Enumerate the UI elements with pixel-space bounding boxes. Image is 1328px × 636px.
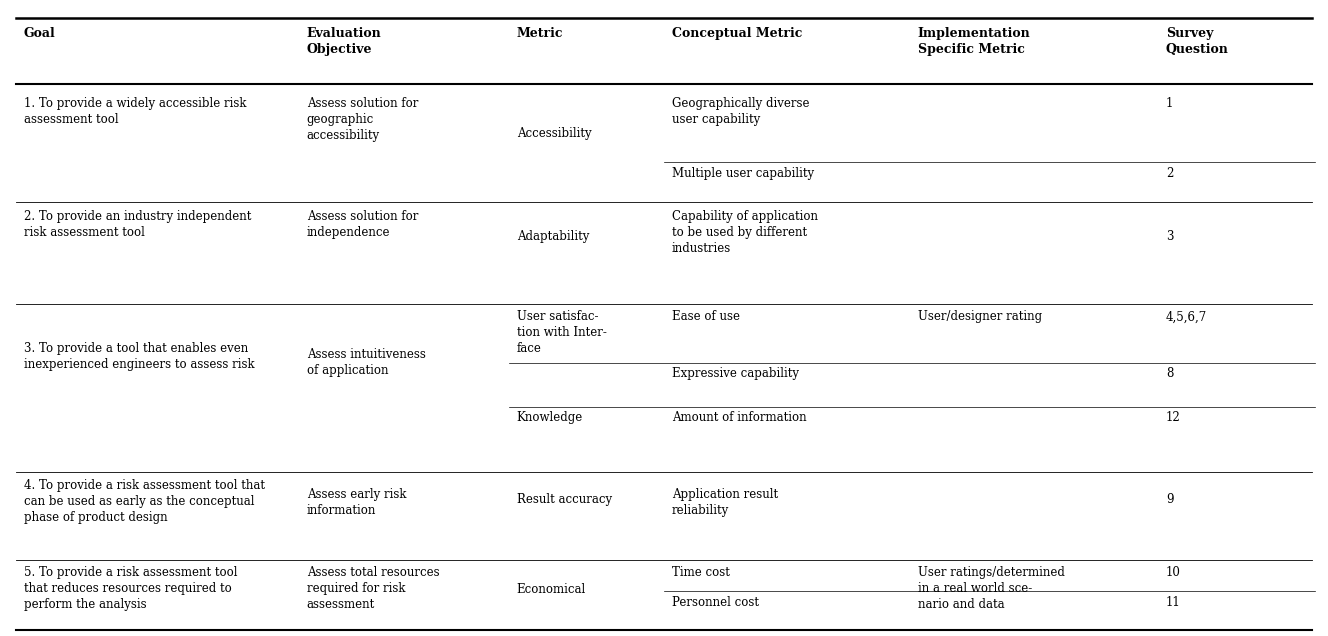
Text: Time cost: Time cost: [672, 566, 730, 579]
Text: 2. To provide an industry independent
risk assessment tool: 2. To provide an industry independent ri…: [24, 210, 251, 239]
Text: Capability of application
to be used by different
industries: Capability of application to be used by …: [672, 210, 818, 255]
Text: Assess intuitiveness
of application: Assess intuitiveness of application: [307, 348, 426, 377]
Text: Expressive capability: Expressive capability: [672, 367, 799, 380]
Text: Assess solution for
geographic
accessibility: Assess solution for geographic accessibi…: [307, 97, 418, 142]
Text: User satisfac-
tion with Inter-
face: User satisfac- tion with Inter- face: [517, 310, 607, 356]
Text: 12: 12: [1166, 411, 1181, 424]
Text: Personnel cost: Personnel cost: [672, 596, 760, 609]
Text: 4. To provide a risk assessment tool that
can be used as early as the conceptual: 4. To provide a risk assessment tool tha…: [24, 479, 264, 524]
Text: Application result
reliability: Application result reliability: [672, 488, 778, 518]
Text: Metric: Metric: [517, 27, 563, 40]
Text: 9: 9: [1166, 493, 1174, 506]
Text: 1: 1: [1166, 97, 1174, 109]
Text: Survey
Question: Survey Question: [1166, 27, 1228, 57]
Text: Evaluation
Objective: Evaluation Objective: [307, 27, 381, 57]
Text: Knowledge: Knowledge: [517, 411, 583, 424]
Text: Multiple user capability: Multiple user capability: [672, 167, 814, 180]
Text: 3: 3: [1166, 230, 1174, 243]
Text: 1. To provide a widely accessible risk
assessment tool: 1. To provide a widely accessible risk a…: [24, 97, 247, 126]
Text: 8: 8: [1166, 367, 1174, 380]
Text: 5. To provide a risk assessment tool
that reduces resources required to
perform : 5. To provide a risk assessment tool tha…: [24, 566, 238, 611]
Text: Economical: Economical: [517, 583, 586, 596]
Text: User/designer rating: User/designer rating: [918, 310, 1041, 323]
Text: Assess solution for
independence: Assess solution for independence: [307, 210, 418, 239]
Text: Goal: Goal: [24, 27, 56, 40]
Text: 11: 11: [1166, 596, 1181, 609]
Text: Result accuracy: Result accuracy: [517, 493, 612, 506]
Text: 10: 10: [1166, 566, 1181, 579]
Text: User ratings/determined
in a real world sce-
nario and data: User ratings/determined in a real world …: [918, 566, 1065, 611]
Text: 3. To provide a tool that enables even
inexperienced engineers to assess risk: 3. To provide a tool that enables even i…: [24, 342, 255, 371]
Text: Amount of information: Amount of information: [672, 411, 806, 424]
Text: Geographically diverse
user capability: Geographically diverse user capability: [672, 97, 810, 126]
Text: 4,5,6,7: 4,5,6,7: [1166, 310, 1207, 323]
Text: Conceptual Metric: Conceptual Metric: [672, 27, 802, 40]
Text: Implementation
Specific Metric: Implementation Specific Metric: [918, 27, 1031, 57]
Text: 2: 2: [1166, 167, 1174, 180]
Text: Assess early risk
information: Assess early risk information: [307, 488, 406, 518]
Text: Assess total resources
required for risk
assessment: Assess total resources required for risk…: [307, 566, 440, 611]
Text: Ease of use: Ease of use: [672, 310, 740, 323]
Text: Accessibility: Accessibility: [517, 127, 591, 140]
Text: Adaptability: Adaptability: [517, 230, 588, 243]
